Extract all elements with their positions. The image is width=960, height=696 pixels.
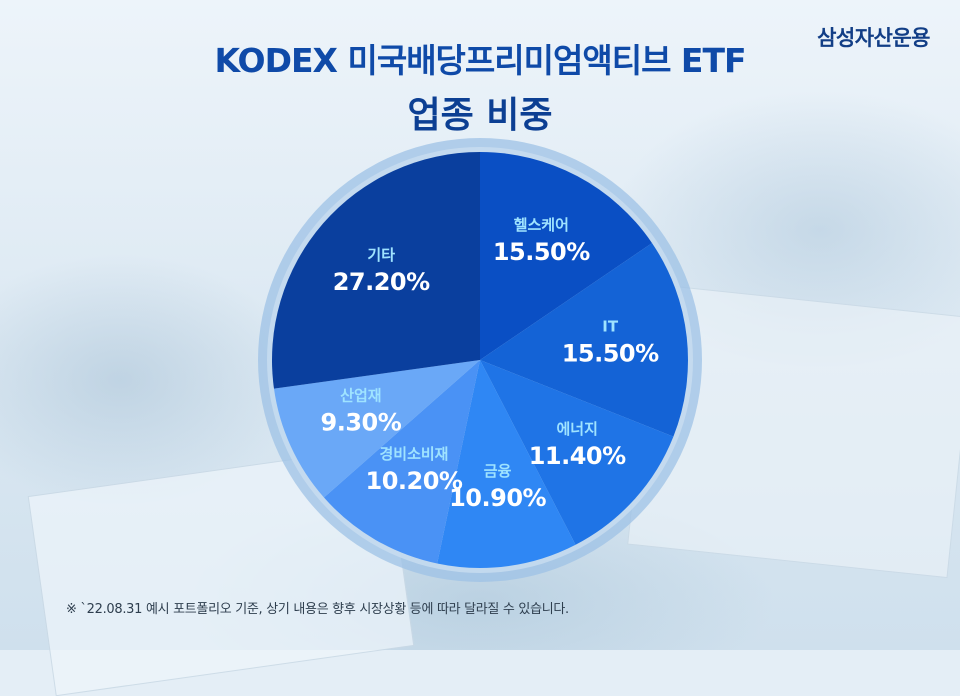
pie-slice bbox=[480, 243, 688, 437]
slice-category-label: 경비소비재 bbox=[379, 445, 448, 463]
pie-slice bbox=[323, 360, 480, 564]
pie-slice bbox=[480, 152, 653, 360]
pie-chart: 헬스케어 15.50% IT 15.50% 에너지 11.40% 금융 10.90% 경비소비재… bbox=[258, 138, 702, 582]
slice-value-label: 10.90% bbox=[449, 484, 546, 512]
pie-slice bbox=[437, 360, 576, 568]
slice-category-label: 헬스케어 bbox=[514, 216, 569, 234]
slice-category-label: 금융 bbox=[484, 462, 512, 480]
slice-value-label: 10.20% bbox=[366, 467, 463, 495]
pie-slice bbox=[480, 360, 674, 545]
pie-slice bbox=[271, 151, 480, 389]
slice-value-label: 27.20% bbox=[333, 268, 430, 296]
pie-slices bbox=[271, 151, 688, 568]
slice-value-label: 15.50% bbox=[562, 340, 659, 368]
footnote: ※ `22.08.31 예시 포트폴리오 기준, 상기 내용은 향후 시장상황 … bbox=[66, 602, 569, 617]
slice-category-label: IT bbox=[602, 318, 619, 336]
slice-value-label: 15.50% bbox=[493, 238, 590, 266]
slice-value-label: 9.30% bbox=[321, 409, 402, 437]
chart-title: KODEX 미국배당프리미엄액티브 ETF bbox=[214, 41, 746, 80]
chart-subtitle: 업종 비중 bbox=[407, 95, 553, 136]
slice-category-label: 기타 bbox=[367, 246, 395, 264]
slice-category-label: 에너지 bbox=[556, 420, 597, 438]
pie-slice bbox=[273, 360, 480, 498]
pie-labels: 헬스케어 15.50% IT 15.50% 에너지 11.40% 금융 10.90% 경비소비재… bbox=[321, 216, 660, 512]
slice-value-label: 11.40% bbox=[529, 442, 626, 470]
brand-logo-text: 삼성자산운용 bbox=[817, 26, 930, 50]
slice-category-label: 산업재 bbox=[340, 387, 381, 405]
